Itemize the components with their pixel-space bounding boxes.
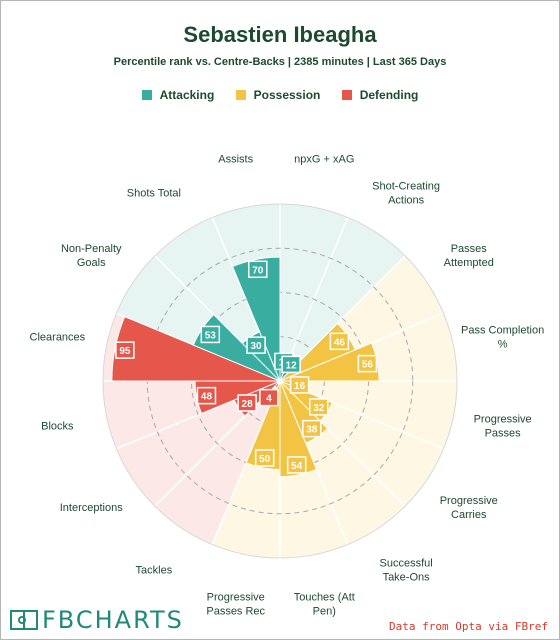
sector-bg <box>154 381 280 545</box>
value-label: 50 <box>259 454 271 465</box>
value-label-box <box>246 336 266 354</box>
value-label: 95 <box>119 346 131 357</box>
value-label-box <box>281 355 301 374</box>
sector-bg <box>280 381 457 449</box>
value-label-box <box>286 456 307 474</box>
axis-label: Non-Penalty Goals <box>61 243 122 269</box>
value-label: 28 <box>242 399 254 410</box>
value-label: 4 <box>266 394 272 405</box>
legend-label-possession: Possession <box>253 88 321 102</box>
pitch-icon <box>10 610 38 630</box>
source-note: Data from Opta via FBref <box>389 620 548 633</box>
axis-label: Passes Attempted <box>444 243 494 269</box>
axis-label: Tackles <box>136 565 173 577</box>
value-label-box <box>329 332 350 351</box>
value-label-box <box>196 386 217 405</box>
chart-title: Sebastien Ibeagha <box>183 22 377 47</box>
value-label-box <box>248 260 268 279</box>
axis-label: Successful Take-Ons <box>380 558 433 584</box>
legend-swatch-defending <box>341 90 352 100</box>
axis-label: Assists <box>218 153 253 165</box>
bar <box>279 380 318 478</box>
axis-label: npxG + xAG <box>294 153 354 165</box>
value-label-box <box>357 354 378 373</box>
axis-label: Touches (Att Pen) <box>294 592 355 618</box>
axis-label: Shots Total <box>127 187 181 199</box>
grid-ring-outer <box>102 203 458 559</box>
value-label: 48 <box>201 392 213 403</box>
axis-label: Blocks <box>41 420 74 432</box>
sector-bg <box>116 381 280 507</box>
axis-label: Clearances <box>30 332 86 344</box>
brand-logo: FBCHARTS <box>10 606 184 634</box>
value-label: 38 <box>306 425 318 436</box>
axis-label: Progressive Passes Rec <box>206 592 265 618</box>
value-label: 32 <box>313 403 325 414</box>
value-label-box <box>254 449 275 467</box>
bar <box>231 256 281 382</box>
legend-swatch-attacking <box>141 90 152 100</box>
axis-label: Progressive Passes <box>474 413 532 439</box>
value-label-box <box>115 341 135 359</box>
legend-label-attacking: Attacking <box>159 88 215 102</box>
value-label: 54 <box>291 461 303 472</box>
axis-label: Pass Completion% <box>461 325 544 351</box>
value-label: 53 <box>205 330 217 341</box>
value-label: 46 <box>334 337 346 348</box>
sector-bg <box>280 217 406 381</box>
legend-label-defending: Defending <box>359 88 419 102</box>
value-label-box <box>302 419 322 438</box>
axis-label: Interceptions <box>60 502 123 514</box>
axis-label: Shot-Creating Actions <box>372 180 440 206</box>
legend-item-attacking: Attacking <box>141 88 215 102</box>
legend-item-defending: Defending <box>341 88 419 102</box>
value-label: 16 <box>294 381 306 392</box>
sector-bg <box>280 204 348 381</box>
legend-swatch-possession <box>235 90 246 100</box>
value-label-box <box>259 388 279 407</box>
value-label: 30 <box>250 341 262 352</box>
value-label-box <box>237 394 257 412</box>
axis-label: Progressive Carries <box>440 495 498 521</box>
value-label: 12 <box>286 360 298 371</box>
value-label: 56 <box>362 360 374 371</box>
value-label: 70 <box>252 265 264 276</box>
brand-name: FBCHARTS <box>42 606 184 634</box>
legend: Attacking Possession Defending <box>0 88 560 102</box>
value-label-box <box>309 398 329 416</box>
value-label-box <box>289 376 310 394</box>
value-label-box <box>200 325 221 344</box>
legend-item-possession: Possession <box>235 88 321 102</box>
chart-subtitle: Percentile rank vs. Centre-Backs | 2385 … <box>113 56 447 68</box>
